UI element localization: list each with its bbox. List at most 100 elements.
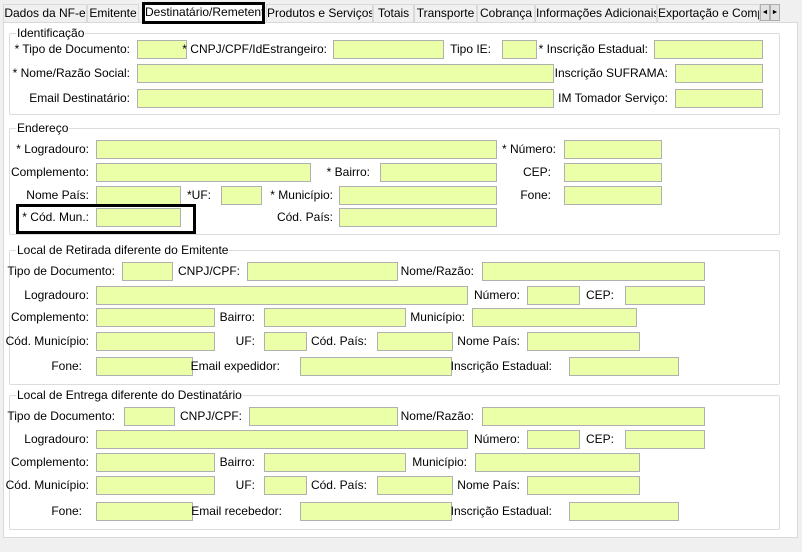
numero-input[interactable] [527, 430, 580, 449]
cnpj-cpf-input[interactable] [249, 407, 398, 426]
cod-mun-label: * Cód. Mun.: [22, 210, 89, 224]
cep-input[interactable] [625, 430, 705, 449]
logradouro-input[interactable] [96, 430, 468, 449]
uf-label: UF: [235, 334, 255, 348]
uf-input[interactable] [264, 332, 307, 351]
tab-4[interactable]: Totais [373, 4, 414, 23]
group-title: Local de Entrega diferente do Destinatár… [16, 388, 243, 402]
cnpj-cpf-idestrangeiro-label: * CNPJ/CPF/IdEstrangeiro: [182, 42, 327, 56]
cep-input[interactable] [564, 163, 662, 182]
email-destinatario-input[interactable] [137, 89, 554, 108]
tipo-de-documento-input[interactable] [124, 407, 175, 426]
nome-pais-input[interactable] [527, 332, 640, 351]
scroll-right-icon[interactable]: ► [770, 4, 780, 21]
cep-label: CEP: [522, 165, 551, 179]
inscricao-estadual-label: * Inscrição Estadual: [538, 42, 648, 56]
inscricao-estadual-label: Inscrição Estadual: [450, 359, 552, 373]
group-local-retirada: Local de Retirada diferente do Emitente [9, 243, 780, 385]
nome-pais-input[interactable] [527, 476, 640, 495]
tab-strip: ◄ ► Dados da NF-e Emitente Destinatário/Re… [3, 2, 783, 24]
highlight-cod-mun [16, 204, 196, 234]
inscricao-estadual-input[interactable] [569, 502, 679, 521]
numero-input[interactable] [527, 286, 580, 305]
cnpj-cpf-label: CNPJ/CPF: [179, 409, 242, 423]
tab-2[interactable]: Destinatário/Remetente [142, 2, 265, 24]
tipo-de-documento-input[interactable] [122, 262, 173, 281]
tab-7[interactable]: Informações Adicionais [535, 4, 657, 23]
numero-label: * Número: [501, 142, 556, 156]
logradouro-label: * Logradouro: [16, 142, 89, 156]
cep-input[interactable] [625, 286, 705, 305]
cod-municipio-input[interactable] [96, 476, 215, 495]
numero-input[interactable] [564, 140, 662, 159]
fone-input[interactable] [96, 357, 193, 376]
bairro-input[interactable] [380, 163, 497, 182]
nome-pais-input[interactable] [96, 186, 181, 205]
cod-pais-input[interactable] [377, 476, 453, 495]
nome-razao-social-label: * Nome/Razão Social: [12, 66, 130, 80]
nome-razao-label: Nome/Razão: [400, 264, 474, 278]
tipo-de-documento-label: Tipo de Documento: [7, 409, 115, 423]
logradouro-input[interactable] [96, 286, 468, 305]
fone-input[interactable] [96, 502, 193, 521]
uf-label: *UF: [187, 188, 211, 202]
tab-5[interactable]: Transporte [414, 4, 477, 23]
inscricao-suframa-label: Inscrição SUFRAMA: [554, 66, 668, 80]
fone-label: Fone: [51, 359, 82, 373]
complemento-input[interactable] [96, 163, 311, 182]
cnpj-cpf-idestrangeiro-input[interactable] [333, 40, 444, 59]
cnpj-cpf-label: CNPJ/CPF: [177, 264, 240, 278]
cod-pais-label: Cód. País: [310, 478, 367, 492]
nome-razao-input[interactable] [482, 262, 705, 281]
tab-3[interactable]: Produtos e Serviços [266, 4, 373, 23]
group-title: Local de Retirada diferente do Emitente [16, 243, 230, 257]
tipo-ie-input[interactable] [502, 40, 537, 59]
municipio-label: Município: [412, 455, 467, 469]
tab-6[interactable]: Cobrança [477, 4, 535, 23]
cnpj-cpf-input[interactable] [247, 262, 398, 281]
cod-pais-input[interactable] [377, 332, 453, 351]
email-recebedor-input[interactable] [300, 502, 452, 521]
municipio-input[interactable] [472, 308, 637, 327]
logradouro-input[interactable] [96, 140, 497, 159]
inscricao-estadual-input[interactable] [569, 357, 679, 376]
municipio-label: Município: [410, 310, 465, 324]
numero-label: Número: [473, 432, 520, 446]
tab-1[interactable]: Emitente [87, 4, 139, 23]
im-tomador-servico-label: IM Tomador Serviço: [558, 91, 668, 105]
complemento-input[interactable] [96, 453, 215, 472]
cep-label: CEP: [585, 288, 614, 302]
tab-8[interactable]: Exportação e Compr [657, 4, 760, 23]
group-identificacao: Identificação [9, 26, 780, 115]
scroll-left-icon[interactable]: ◄ [760, 4, 770, 21]
cod-mun-input[interactable] [96, 208, 181, 227]
tipo-de-documento-input[interactable] [137, 40, 187, 59]
uf-input[interactable] [264, 476, 307, 495]
nome-razao-social-input[interactable] [137, 64, 554, 83]
municipio-input[interactable] [475, 453, 640, 472]
complemento-input[interactable] [96, 308, 215, 327]
inscricao-suframa-input[interactable] [675, 64, 763, 83]
nome-razao-input[interactable] [482, 407, 705, 426]
bairro-input[interactable] [264, 453, 406, 472]
bairro-label: Bairro: [219, 455, 255, 469]
cod-municipio-label: Cód. Município: [5, 478, 89, 492]
logradouro-label: Logradouro: [24, 288, 89, 302]
uf-input[interactable] [221, 186, 262, 205]
inscricao-estadual-input[interactable] [654, 40, 763, 59]
fone-input[interactable] [564, 186, 662, 205]
municipio-input[interactable] [339, 186, 497, 205]
tipo-ie-label: Tipo IE: [450, 42, 491, 56]
municipio-label: * Município: [270, 188, 333, 202]
email-expedidor-input[interactable] [300, 357, 452, 376]
cep-label: CEP: [585, 432, 614, 446]
tab-0[interactable]: Dados da NF-e [3, 4, 87, 23]
bairro-input[interactable] [264, 308, 406, 327]
complemento-label: Complemento: [10, 455, 89, 469]
cod-pais-label: Cód. País: [276, 210, 333, 224]
cod-pais-input[interactable] [339, 208, 497, 227]
email-expedidor-label: Email expedidor: [190, 359, 280, 373]
im-tomador-servico-input[interactable] [675, 89, 763, 108]
cod-municipio-input[interactable] [96, 332, 215, 351]
numero-label: Número: [473, 288, 520, 302]
